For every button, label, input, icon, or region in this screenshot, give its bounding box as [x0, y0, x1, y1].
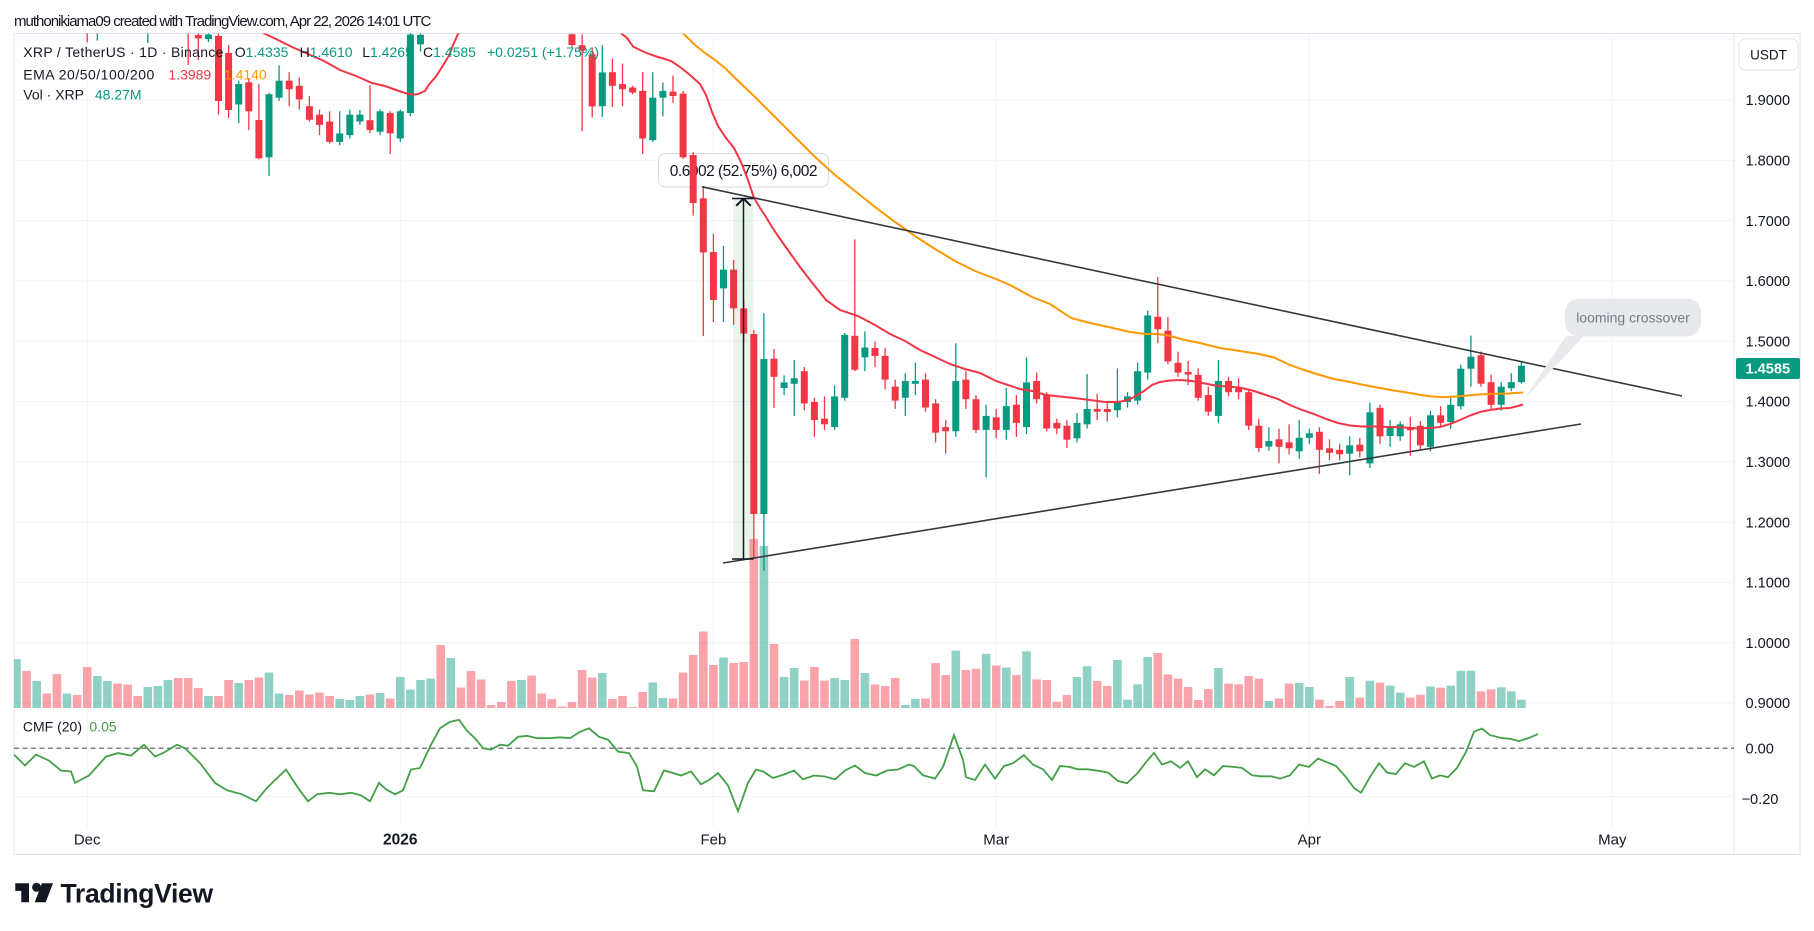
svg-text:XRP / TetherUS · 1D · Binance: XRP / TetherUS · 1D · Binance	[23, 44, 223, 60]
svg-text:0.05: 0.05	[89, 719, 116, 735]
svg-text:48.27M: 48.27M	[95, 87, 142, 103]
svg-text:0.00: 0.00	[1746, 741, 1774, 757]
svg-text:1.9000: 1.9000	[1746, 93, 1791, 109]
svg-text:Mar: Mar	[983, 832, 1009, 849]
svg-text:1.4585: 1.4585	[1746, 362, 1791, 378]
svg-text:O1.4335: O1.4335	[235, 44, 289, 60]
svg-text:muthonikiama09 created with Tr: muthonikiama09 created with TradingView.…	[14, 13, 431, 30]
svg-text:Apr: Apr	[1298, 832, 1321, 849]
svg-text:1.2000: 1.2000	[1746, 515, 1791, 531]
svg-text:1.5000: 1.5000	[1746, 334, 1791, 350]
svg-text:1.8000: 1.8000	[1746, 154, 1791, 170]
svg-text:USDT: USDT	[1750, 48, 1787, 63]
svg-text:TradingView: TradingView	[61, 878, 214, 908]
svg-text:H1.4610: H1.4610	[300, 44, 353, 60]
svg-text:1.4000: 1.4000	[1746, 395, 1791, 411]
svg-text:1.4140: 1.4140	[224, 67, 267, 83]
svg-text:1.6000: 1.6000	[1746, 274, 1791, 290]
svg-text:Vol · XRP: Vol · XRP	[23, 87, 84, 103]
svg-text:1.3000: 1.3000	[1746, 455, 1791, 471]
svg-text:May: May	[1598, 832, 1627, 849]
svg-text:C1.4585: C1.4585	[423, 44, 476, 60]
svg-text:Dec: Dec	[74, 832, 101, 849]
svg-text:+0.0251 (+1.75%): +0.0251 (+1.75%)	[487, 44, 599, 60]
svg-text:1.3989: 1.3989	[168, 67, 211, 83]
svg-text:Feb: Feb	[700, 832, 726, 849]
svg-text:2026: 2026	[383, 832, 418, 849]
svg-text:looming crossover: looming crossover	[1576, 310, 1690, 326]
svg-text:0.9000: 0.9000	[1746, 696, 1791, 712]
svg-text:1.7000: 1.7000	[1746, 214, 1791, 230]
svg-text:−0.20: −0.20	[1742, 792, 1779, 808]
svg-text:L1.4265: L1.4265	[362, 44, 413, 60]
svg-text:CMF (20): CMF (20)	[23, 719, 82, 735]
svg-text:1.0000: 1.0000	[1746, 636, 1791, 652]
svg-text:1.1000: 1.1000	[1746, 576, 1791, 592]
svg-text:EMA 20/50/100/200: EMA 20/50/100/200	[23, 67, 155, 83]
